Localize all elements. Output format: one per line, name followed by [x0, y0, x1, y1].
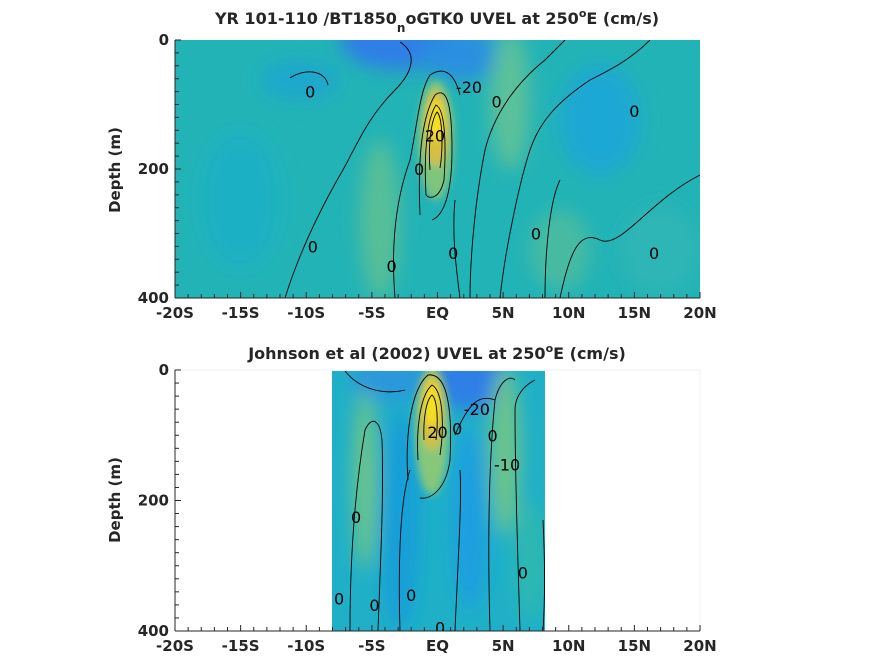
panel-2: Johnson et al (2002) UVEL at 250oE (cm/s…: [106, 342, 717, 655]
contour-label: 0: [491, 92, 501, 111]
y-tick-label: 0: [159, 31, 169, 49]
contour-label: 0: [649, 244, 659, 263]
contour-label: 0: [305, 83, 315, 102]
x-tick-label: 5N: [492, 304, 515, 322]
x-tick-label: -15S: [222, 304, 260, 322]
x-tick-label: EQ: [426, 304, 449, 322]
contour-label: 0: [414, 160, 424, 179]
x-tick-label: 15N: [618, 637, 651, 655]
contour-label: 0: [518, 563, 528, 582]
y-tick-label: 400: [138, 622, 169, 640]
y-tick-label: 200: [138, 160, 169, 178]
y-tick-label: 0: [159, 361, 169, 379]
y-tick-label: 400: [138, 289, 169, 307]
panel-1-y-ticks: 0 200 400: [138, 31, 181, 307]
panel-1-contours: [284, 40, 700, 298]
x-tick-label: 10N: [552, 637, 585, 655]
contour-label: 0: [544, 540, 554, 559]
contour-label: 0: [488, 426, 498, 445]
contour-label: 0: [629, 102, 639, 121]
panel-2-title: Johnson et al (2002) UVEL at 250oE (cm/s…: [247, 342, 626, 363]
x-tick-label: -15S: [222, 637, 260, 655]
panel-2-title-main: Johnson et al (2002) UVEL at 250: [247, 344, 545, 363]
contour-label: 0: [351, 508, 361, 527]
x-tick-label: -20S: [156, 637, 194, 655]
panel-1-title-main: YR 101-110 /BT1850: [214, 9, 397, 28]
panel-1-title: YR 101-110 /BT1850noGTK0 UVEL at 250oE (…: [214, 7, 659, 35]
contour-label: -10: [494, 456, 520, 475]
x-tick-label: 20N: [683, 637, 716, 655]
contour-label: 0: [386, 257, 396, 276]
contour-label: 20: [427, 423, 447, 442]
panel-2-x-ticks: -20S -15S -10S -5S EQ 5N 10N 15N 20N: [156, 625, 717, 655]
x-tick-label: EQ: [426, 637, 449, 655]
contour-label: 0: [452, 420, 462, 439]
x-tick-label: -5S: [358, 637, 385, 655]
contour-label: -20: [456, 78, 482, 97]
x-tick-label: 15N: [618, 304, 651, 322]
x-tick-label: -10S: [287, 304, 325, 322]
y-tick-label: 200: [138, 492, 169, 510]
contour-label: 0: [531, 225, 541, 244]
contour-label: 0: [448, 244, 458, 263]
panel-2-ylabel: Depth (m): [106, 457, 124, 543]
contour-label: 20: [425, 126, 445, 145]
x-tick-label: 10N: [552, 304, 585, 322]
panel-1-title-end: E (cm/s): [586, 9, 659, 28]
panel-1-ylabel: Depth (m): [106, 127, 124, 213]
panel-1: YR 101-110 /BT1850noGTK0 UVEL at 250oE (…: [106, 7, 717, 322]
panel-1-title-sub: n: [397, 21, 406, 35]
contour-label: -20: [464, 400, 490, 419]
x-tick-label: -5S: [358, 304, 385, 322]
panel-1-title-sup: o: [579, 7, 587, 20]
contour-label: 0: [435, 619, 445, 638]
panel-1-x-ticks: -20S -15S -10S -5S EQ 5N 10N 15N 20N: [156, 292, 717, 322]
x-tick-label: -10S: [287, 637, 325, 655]
panel-2-title-end: E (cm/s): [553, 344, 626, 363]
contour-label: 0: [308, 237, 318, 256]
x-tick-label: 20N: [683, 304, 716, 322]
panel-2-title-sup: o: [546, 342, 554, 355]
panel-2-y-ticks: 0 200 400: [138, 361, 181, 640]
panel-1-title-after: oGTK0 UVEL at 250: [405, 9, 578, 28]
contour-label: 0: [406, 586, 416, 605]
x-tick-label: 5N: [492, 637, 515, 655]
contour-label: 0: [369, 596, 379, 615]
x-tick-label: -20S: [156, 304, 194, 322]
contour-label: 0: [334, 589, 344, 608]
panel-2-contours: [344, 371, 545, 631]
